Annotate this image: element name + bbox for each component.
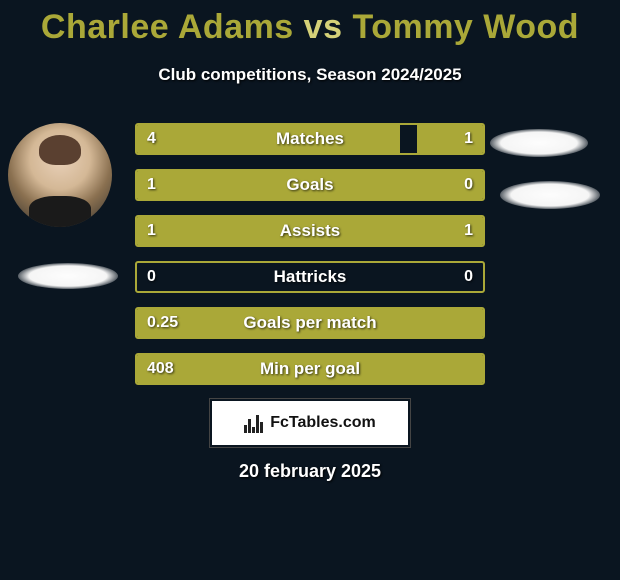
date-label: 20 february 2025 [0, 461, 620, 482]
brand-box: FcTables.com [210, 399, 410, 447]
comparison-title: Charlee Adams vs Tommy Wood [0, 0, 620, 47]
comparison-row: 1 1 Assists [135, 215, 485, 247]
value-right: 1 [464, 222, 473, 240]
comparison-rows: 4 1 Matches 1 0 Goals 1 1 Assists 0 0 Hattricks 0.25… [135, 123, 485, 385]
comparison-row: 0 0 Hattricks [135, 261, 485, 293]
value-left: 4 [147, 130, 156, 148]
row-label: Goals [286, 175, 333, 195]
player2-avatar-shadow-1 [490, 129, 588, 157]
bar-chart-icon [244, 413, 264, 433]
brand-text: FcTables.com [270, 414, 376, 432]
value-right: 1 [464, 130, 473, 148]
player2-avatar-shadow-2 [500, 181, 600, 209]
comparison-row: 0.25 Goals per match [135, 307, 485, 339]
comparison-chart: 4 1 Matches 1 0 Goals 1 1 Assists 0 0 Hattricks 0.25… [0, 123, 620, 385]
row-label: Matches [276, 129, 344, 149]
comparison-row: 4 1 Matches [135, 123, 485, 155]
player2-name: Tommy Wood [352, 8, 579, 46]
value-right: 0 [464, 176, 473, 194]
row-label: Hattricks [274, 267, 347, 287]
bar-left [137, 125, 400, 153]
value-right: 0 [464, 268, 473, 286]
player1-avatar-shadow [18, 263, 118, 289]
value-left: 1 [147, 222, 156, 240]
player1-avatar [8, 123, 112, 227]
row-label: Goals per match [243, 313, 376, 333]
comparison-row: 408 Min per goal [135, 353, 485, 385]
row-label: Min per goal [260, 359, 360, 379]
bar-right [417, 125, 483, 153]
value-left: 408 [147, 360, 174, 378]
value-left: 1 [147, 176, 156, 194]
comparison-row: 1 0 Goals [135, 169, 485, 201]
value-left: 0.25 [147, 314, 178, 332]
vs-label: vs [304, 8, 343, 46]
row-label: Assists [280, 221, 340, 241]
subtitle: Club competitions, Season 2024/2025 [0, 65, 620, 85]
player1-name: Charlee Adams [41, 8, 294, 46]
value-left: 0 [147, 268, 156, 286]
